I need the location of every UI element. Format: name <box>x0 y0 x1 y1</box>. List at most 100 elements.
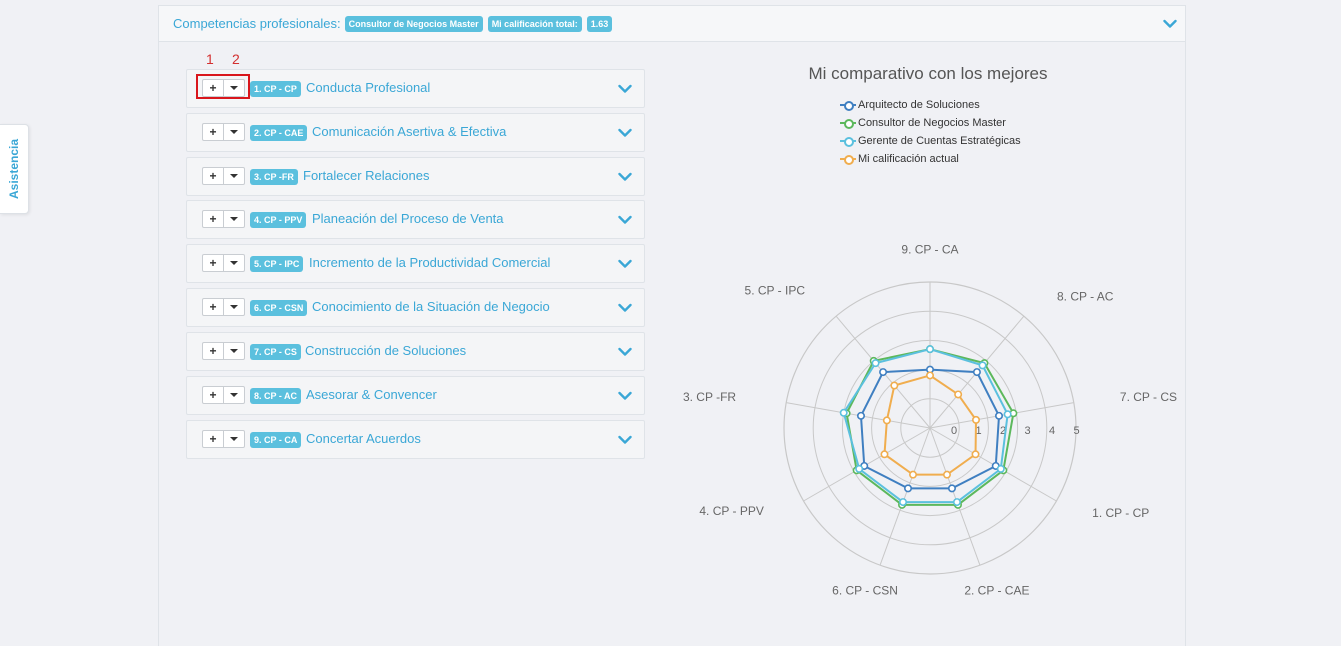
caret-down-icon[interactable] <box>223 254 245 272</box>
plus-icon[interactable]: + <box>202 123 224 141</box>
competency-title[interactable]: Planeación del Proceso de Venta <box>312 211 504 226</box>
competencies-panel-header[interactable]: Competencias profesionales: Consultor de… <box>159 6 1185 42</box>
profile-badge: Consultor de Negocios Master <box>344 15 483 32</box>
panel-title: Competencias profesionales: <box>173 16 341 31</box>
grid-spoke <box>879 427 931 566</box>
chevron-down-icon[interactable] <box>1163 19 1177 29</box>
competency-item[interactable]: +5. CP - IPC Incremento de la Productivid… <box>186 244 645 283</box>
competency-title[interactable]: Concertar Acuerdos <box>306 431 421 446</box>
caret-down-icon[interactable] <box>223 123 245 141</box>
legend-label: Mi calificación actual <box>858 153 959 165</box>
radar-chart: Mi comparativo con los mejores Arquitect… <box>660 50 1200 628</box>
category-label: 7. CP - CS <box>1120 390 1177 404</box>
plus-icon[interactable]: + <box>202 210 224 228</box>
data-point <box>855 464 864 473</box>
plus-icon[interactable]: + <box>202 342 224 360</box>
total-score-label-badge: Mi calificación total: <box>487 15 582 32</box>
radar-chart-svg: 0 1 2 3 4 5 9. CP - CA 8. CP - AC 7. CP - CS 1. C… <box>683 243 1177 598</box>
legend-item[interactable]: Mi calificación actual <box>840 150 1021 168</box>
chevron-down-icon[interactable] <box>618 215 632 225</box>
competency-item[interactable]: +4. CP - PPV Planeación del Proceso de Ve… <box>186 200 645 239</box>
chevron-down-icon[interactable] <box>618 84 632 94</box>
data-point <box>925 371 934 380</box>
data-point <box>947 484 956 493</box>
caret-down-icon[interactable] <box>223 298 245 316</box>
chevron-down-icon[interactable] <box>618 347 632 357</box>
data-point <box>856 411 865 420</box>
chevron-down-icon[interactable] <box>618 172 632 182</box>
tick-label: 1 <box>975 425 981 437</box>
competency-code-badge: 5. CP - IPC <box>250 256 304 272</box>
category-label: 8. CP - AC <box>1057 289 1114 303</box>
tick-label: 4 <box>1049 425 1055 437</box>
plus-icon[interactable]: + <box>202 254 224 272</box>
tick-label: 2 <box>1000 425 1006 437</box>
category-label: 6. CP - CSN <box>832 583 898 597</box>
competency-code-badge: 8. CP - AC <box>250 388 302 404</box>
legend-label: Arquitecto de Soluciones <box>858 99 980 111</box>
category-label: 3. CP -FR <box>683 390 736 404</box>
competency-code-badge: 9. CP - CA <box>250 432 302 448</box>
data-point <box>925 345 934 354</box>
competency-title[interactable]: Conocimiento de la Situación de Negocio <box>312 299 550 314</box>
legend-label: Gerente de Cuentas Estratégicas <box>858 135 1021 147</box>
competency-item[interactable]: +3. CP -FR Fortalecer Relaciones <box>186 157 645 196</box>
category-label: 9. CP - CA <box>901 243 958 257</box>
caret-down-icon[interactable] <box>223 210 245 228</box>
data-point <box>996 464 1005 473</box>
chevron-down-icon[interactable] <box>618 435 632 445</box>
data-point <box>871 359 880 368</box>
annotation-number-2: 2 <box>232 51 240 67</box>
chevron-down-icon[interactable] <box>618 303 632 313</box>
category-label: 4. CP - PPV <box>699 504 763 518</box>
tick-label: 3 <box>1024 425 1030 437</box>
data-point <box>954 390 963 399</box>
category-label: 5. CP - IPC <box>745 283 806 297</box>
competency-item[interactable]: +8. CP - AC Asesorar & Convencer <box>186 376 645 415</box>
plus-icon[interactable]: + <box>202 167 224 185</box>
chart-title: Mi comparativo con los mejores <box>808 64 1048 83</box>
legend-item[interactable]: Arquitecto de Soluciones <box>840 96 1021 114</box>
total-score-badge: 1.63 <box>586 15 613 32</box>
data-point <box>882 416 891 425</box>
competency-code-badge: 1. CP - CP <box>250 81 301 97</box>
legend-item[interactable]: Consultor de Negocios Master <box>840 114 1021 132</box>
competency-title[interactable]: Construcción de Soluciones <box>305 343 467 358</box>
data-point <box>952 498 961 507</box>
plus-icon[interactable]: + <box>202 298 224 316</box>
caret-down-icon[interactable] <box>223 167 245 185</box>
competency-item[interactable]: +7. CP - CS Construcción de Soluciones <box>186 332 645 371</box>
assistance-tab-label: Asistencia <box>7 138 21 200</box>
competency-title[interactable]: Asesorar & Convencer <box>306 387 437 402</box>
data-point <box>904 484 913 493</box>
caret-down-icon[interactable] <box>223 430 245 448</box>
competency-title[interactable]: Comunicación Asertiva & Efectiva <box>312 124 507 139</box>
competency-item[interactable]: +9. CP - CA Concertar Acuerdos <box>186 420 645 459</box>
series-line <box>859 368 1001 490</box>
caret-down-icon[interactable] <box>223 386 245 404</box>
data-point <box>971 450 980 459</box>
chevron-down-icon[interactable] <box>618 391 632 401</box>
plus-icon[interactable]: + <box>202 430 224 448</box>
legend-swatch <box>840 118 856 129</box>
chevron-down-icon[interactable] <box>618 128 632 138</box>
competency-title[interactable]: Conducta Profesional <box>306 80 431 95</box>
tick-label: 0 <box>951 425 957 437</box>
competency-title[interactable]: Fortalecer Relaciones <box>303 168 430 183</box>
competency-item[interactable]: +2. CP - CAE Comunicación Asertiva & Efec… <box>186 113 645 152</box>
competency-code-badge: 4. CP - PPV <box>250 212 307 228</box>
caret-down-icon[interactable] <box>223 342 245 360</box>
competency-item[interactable]: +1. CP - CP Conducta Profesional <box>186 69 645 108</box>
competency-item[interactable]: +6. CP - CSN Conocimiento de la Situación… <box>186 288 645 327</box>
plus-icon[interactable]: + <box>202 386 224 404</box>
data-point <box>942 470 951 479</box>
legend-item[interactable]: Gerente de Cuentas Estratégicas <box>840 132 1021 150</box>
competency-code-badge: 6. CP - CSN <box>250 300 308 316</box>
competency-title[interactable]: Incremento de la Productividad Comercial <box>309 255 551 270</box>
assistance-side-tab[interactable]: Asistencia <box>0 124 29 214</box>
chevron-down-icon[interactable] <box>618 259 632 269</box>
data-point <box>1003 410 1012 419</box>
tick-label: 5 <box>1073 425 1079 437</box>
caret-down-icon[interactable] <box>223 79 245 97</box>
data-point <box>978 361 987 370</box>
